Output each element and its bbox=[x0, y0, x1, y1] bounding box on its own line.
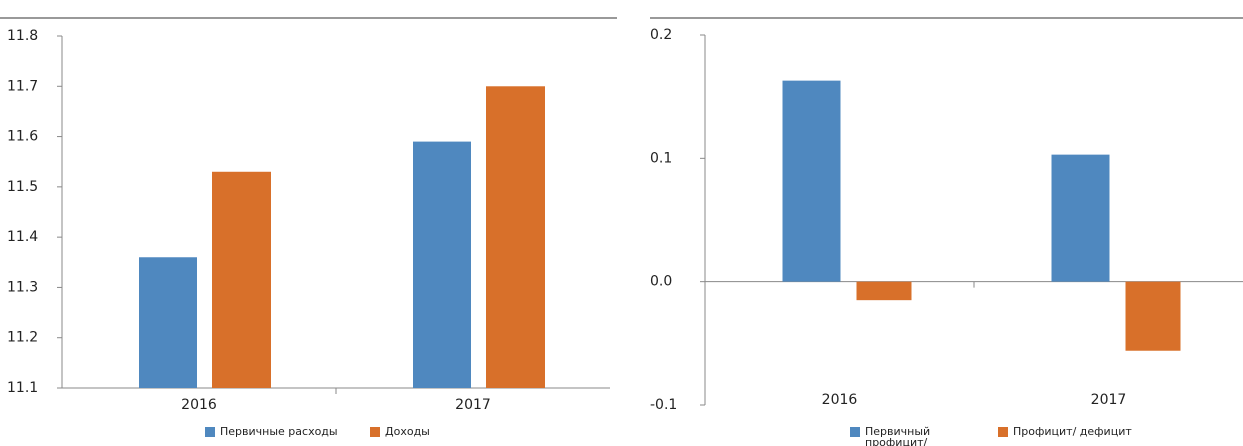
legend-entry: Первичные расходы bbox=[205, 426, 338, 437]
legend-swatch bbox=[205, 427, 215, 437]
bar bbox=[1051, 154, 1110, 282]
y-tick-label: 0.0 bbox=[650, 274, 672, 290]
y-tick-label: 11.7 bbox=[7, 78, 38, 94]
bar bbox=[212, 171, 271, 388]
x-tick-label: 2016 bbox=[822, 392, 858, 408]
y-tick-label: 11.2 bbox=[7, 330, 38, 346]
legend-entry: Первичный профицит/ дефицит bbox=[850, 426, 975, 446]
y-tick-label: 11.1 bbox=[7, 380, 38, 396]
legend-label: Первичные расходы bbox=[220, 425, 338, 438]
legend-swatch bbox=[850, 427, 860, 437]
y-tick-label: 11.6 bbox=[7, 129, 38, 145]
bar bbox=[1125, 281, 1181, 351]
y-tick-label: 0.2 bbox=[650, 27, 672, 43]
legend-label: Доходы bbox=[385, 425, 430, 438]
y-tick-label: 11.4 bbox=[7, 229, 38, 245]
legend-entry: Профицит/ дефицит bbox=[998, 426, 1132, 437]
legend-swatch bbox=[998, 427, 1008, 437]
bar bbox=[413, 141, 471, 388]
x-tick-label: 2017 bbox=[1091, 392, 1127, 408]
legend-entry: Доходы bbox=[370, 426, 430, 437]
legend-label: Профицит/ дефицит bbox=[1013, 425, 1132, 438]
bar bbox=[139, 257, 197, 388]
y-tick-label: 0.1 bbox=[650, 150, 672, 166]
x-tick-label: 2016 bbox=[181, 397, 217, 413]
legend-label: Первичный профицит/ дефицит bbox=[865, 425, 931, 446]
y-tick-label: 11.3 bbox=[7, 279, 38, 295]
y-tick-label: 11.8 bbox=[7, 28, 38, 44]
x-tick-label: 2017 bbox=[455, 397, 491, 413]
bar bbox=[782, 80, 841, 282]
legend-swatch bbox=[370, 427, 380, 437]
bar bbox=[486, 86, 545, 389]
bar bbox=[856, 281, 912, 301]
y-tick-label: 11.5 bbox=[7, 179, 38, 195]
y-tick-label: -0.1 bbox=[650, 397, 677, 413]
